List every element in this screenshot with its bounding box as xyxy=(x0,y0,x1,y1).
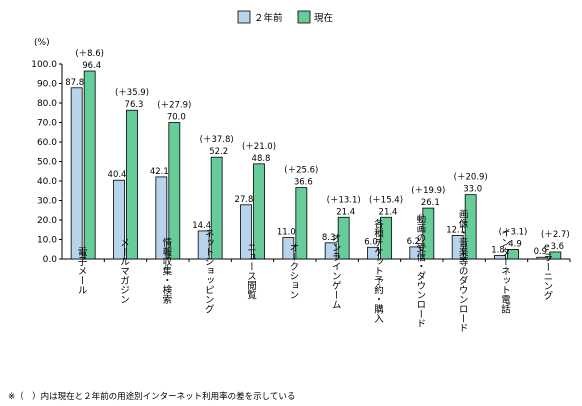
category-label: 画像・音楽等のダウンロード xyxy=(457,209,469,333)
footnote: ※（ ）内は現在と２年前の用途別インターネット利用率の差を示している xyxy=(8,391,295,402)
bar-two-years-ago xyxy=(113,179,125,260)
y-tick-label: 40.0 xyxy=(37,177,57,187)
bar-two-years-ago xyxy=(367,246,379,260)
data-label-two-years-ago: 11.0 xyxy=(277,228,296,238)
y-tick-label: 20.0 xyxy=(37,216,57,226)
data-label-two-years-ago: 87.8 xyxy=(65,78,84,88)
data-label-two-years-ago: 12.1 xyxy=(446,225,465,235)
category-label: ネットショッピング xyxy=(203,228,215,314)
difference-label: (＋25.6) xyxy=(284,166,318,176)
difference-label: (＋3.1) xyxy=(499,227,528,237)
bar-two-years-ago xyxy=(282,237,295,260)
difference-label: (＋35.9) xyxy=(115,88,149,98)
bar-two-years-ago xyxy=(155,176,168,260)
data-label-current: 70.0 xyxy=(167,113,186,123)
legend-label-two-years-ago: ２年前 xyxy=(254,12,283,24)
data-label-two-years-ago: 0.9 xyxy=(534,247,548,257)
bar-current xyxy=(210,156,223,260)
data-label-current: 76.3 xyxy=(125,100,144,110)
y-tick-label: 60.0 xyxy=(37,138,57,148)
bar-current xyxy=(126,109,138,260)
data-label-current: 48.8 xyxy=(252,154,271,164)
bar-current xyxy=(168,122,181,260)
bar-current xyxy=(422,207,435,260)
bar-two-years-ago xyxy=(324,242,337,260)
bar-current xyxy=(295,187,308,260)
bar-two-years-ago xyxy=(197,230,210,260)
data-label-two-years-ago: 6.0 xyxy=(364,237,378,247)
data-label-current: 3.6 xyxy=(551,242,565,252)
y-tick-label: 30.0 xyxy=(37,197,57,207)
category-label: 電子メール xyxy=(76,247,88,295)
bar-two-years-ago xyxy=(409,246,422,260)
legend-swatch-current xyxy=(297,10,311,24)
legend-label-current: 現在 xyxy=(314,12,333,24)
difference-label: (＋27.9) xyxy=(157,101,191,111)
data-label-current: 4.9 xyxy=(508,239,522,249)
bar-two-years-ago xyxy=(70,87,83,260)
data-label-current: 21.4 xyxy=(379,207,398,217)
category-label: eラーニング xyxy=(541,242,553,301)
difference-label: (＋13.1) xyxy=(327,195,361,205)
category-label: オンラインゲーム xyxy=(330,233,342,309)
legend-swatch-two-years-ago xyxy=(237,10,251,24)
category-label: ニュース閲覧 xyxy=(245,243,257,301)
data-label-current: 26.1 xyxy=(421,198,440,208)
data-label-current: 21.4 xyxy=(336,207,355,217)
bar-two-years-ago xyxy=(494,255,506,260)
bar-two-years-ago xyxy=(536,256,549,260)
difference-label: (＋15.4) xyxy=(369,195,403,205)
difference-label: (＋8.6) xyxy=(75,49,104,59)
bar-current xyxy=(507,249,519,260)
data-label-two-years-ago: 14.4 xyxy=(192,221,211,231)
category-label: インターネット電話 xyxy=(499,228,511,314)
plot-area: 0.0 10.0 20.0 30.0 40.0 50.0 60.0 70.0 80.0 90.0 1… xyxy=(31,49,571,333)
y-tick-label: 80.0 xyxy=(37,99,57,109)
data-label-two-years-ago: 40.4 xyxy=(108,170,127,180)
category-label: 情報収集・検索 xyxy=(160,237,172,304)
y-axis-label: (%) xyxy=(34,38,50,48)
y-tick-label: 100.0 xyxy=(31,60,57,70)
legend: ２年前 現在 xyxy=(237,10,333,24)
y-tick-label: 50.0 xyxy=(37,158,57,168)
y-tick-label: 70.0 xyxy=(37,119,57,129)
y-tick-label: 90.0 xyxy=(37,80,57,90)
data-label-two-years-ago: 27.8 xyxy=(235,195,254,205)
data-label-current: 96.4 xyxy=(82,61,101,71)
bar-current xyxy=(83,70,96,260)
difference-label: (＋20.9) xyxy=(454,173,488,183)
category-label: 各種チケット予約・購入 xyxy=(372,218,384,323)
difference-label: (＋21.0) xyxy=(242,142,276,152)
y-tick-label: 10.0 xyxy=(37,236,57,246)
category-label: 動画の受信・ダウンロード xyxy=(414,214,426,328)
bar-two-years-ago xyxy=(451,235,464,260)
difference-label: (＋2.7) xyxy=(541,230,570,240)
difference-label: (＋37.8) xyxy=(200,135,234,145)
bar-current xyxy=(380,216,392,260)
difference-label: (＋19.9) xyxy=(411,186,445,196)
category-label: オークション xyxy=(287,243,299,300)
bar-current xyxy=(464,194,477,260)
data-label-two-years-ago: 42.1 xyxy=(150,167,169,177)
category-label: メールマガジン xyxy=(118,238,130,305)
data-label-current: 36.6 xyxy=(294,178,313,188)
data-label-current: 52.2 xyxy=(209,147,228,157)
y-tick-label: 0.0 xyxy=(43,255,58,265)
bar-current xyxy=(549,251,562,260)
data-label-two-years-ago: 8.3 xyxy=(322,233,336,243)
data-label-two-years-ago: 6.2 xyxy=(407,237,421,247)
bar-current xyxy=(337,216,350,260)
bar-current xyxy=(253,163,265,260)
data-label-two-years-ago: 1.8 xyxy=(491,245,505,255)
bar-two-years-ago xyxy=(240,204,252,260)
data-label-current: 33.0 xyxy=(463,185,482,195)
